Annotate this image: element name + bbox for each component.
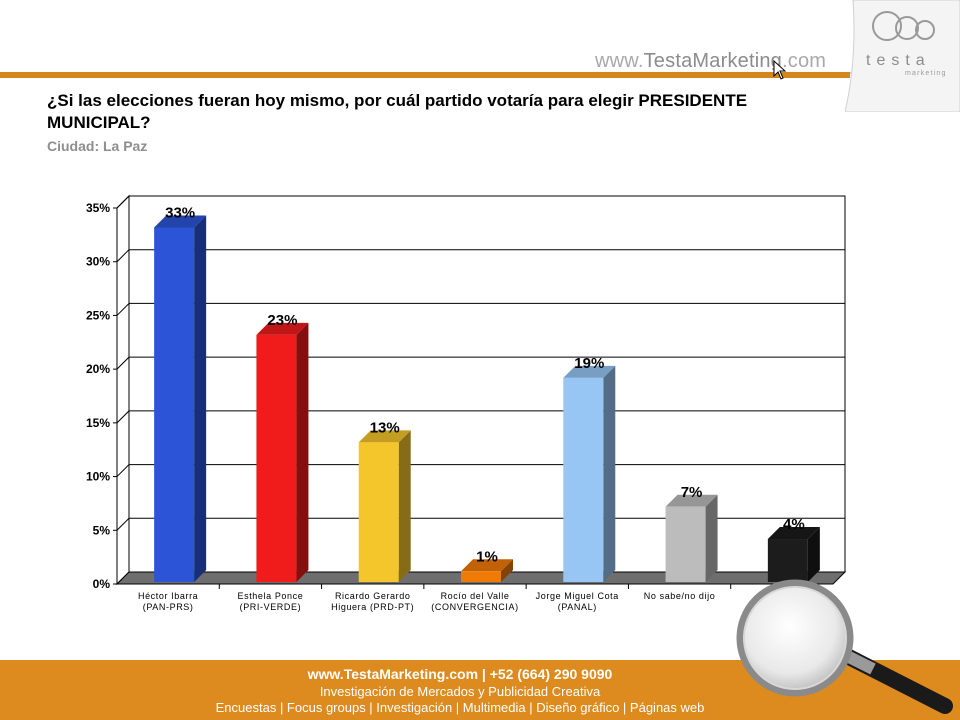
data-label: 7% [681, 484, 703, 501]
bar-side [194, 215, 207, 582]
header-bar [0, 72, 850, 78]
bar-top [256, 322, 309, 335]
site-url[interactable]: www.TestaMarketing.com [595, 50, 826, 73]
bar-side [398, 430, 411, 582]
bar [461, 571, 501, 582]
y-tick-label: 15% [86, 416, 110, 430]
gridline-side [116, 464, 130, 477]
survey-question: ¿Si las elecciones fueran hoy mismo, por… [47, 91, 748, 132]
bar-top [154, 215, 207, 228]
data-label: 19% [574, 355, 604, 372]
x-category-label: Jorge Miguel Cota [536, 591, 619, 601]
logo-subtext: marketing [905, 70, 947, 77]
gridline-side [116, 249, 130, 263]
footer-contact[interactable]: www.TestaMarketing.com | +52 (664) 290 9… [307, 666, 613, 682]
bar-top [461, 559, 513, 572]
y-tick-label: 30% [86, 255, 110, 269]
data-label: 23% [267, 312, 297, 329]
bar-side [705, 494, 718, 582]
data-label: 4% [783, 516, 805, 533]
logo-panel [845, 0, 960, 112]
data-label: 13% [370, 419, 400, 436]
y-tick-label: 0% [93, 577, 111, 591]
x-category-label: Rocío del Valle [441, 591, 510, 601]
bar-side [296, 322, 309, 582]
bar [665, 506, 706, 582]
x-category-label: (PRI-VERDE) [240, 602, 302, 612]
plot-back-wall [128, 195, 846, 573]
city-label: Ciudad: La Paz [47, 138, 148, 154]
data-label: 33% [165, 204, 195, 221]
bar [256, 334, 297, 582]
bar-top [665, 494, 718, 507]
x-category-label: (CONVERGENCIA) [431, 602, 518, 612]
gridline-side [116, 410, 130, 424]
x-category-label: Ricardo Gerardo [335, 591, 411, 601]
bar-top [563, 365, 616, 378]
bar-top [767, 527, 820, 540]
footer-services: Encuestas | Focus groups | Investigación… [215, 700, 705, 715]
y-tick-label: 25% [86, 308, 110, 322]
bar-side [501, 559, 513, 582]
data-label: 1% [476, 548, 498, 565]
site-prefix: www. [595, 50, 644, 72]
bar [767, 539, 808, 582]
gridline-side [116, 303, 130, 316]
x-category-label: (PANAL) [558, 602, 597, 612]
x-category-label: Esthela Ponce [238, 591, 304, 601]
y-tick-label: 10% [86, 470, 110, 484]
x-category-label: Higuera (PRD-PT) [331, 602, 414, 612]
bar-chart: 0%5%10%15%20%25%30%35% 33%Héctor Ibarra(P… [86, 194, 847, 612]
mouse-cursor-icon [773, 60, 787, 80]
bar [358, 442, 399, 582]
bar [154, 227, 195, 582]
y-tick-label: 20% [86, 362, 110, 376]
site-name: TestaMarketing [643, 50, 783, 72]
y-tick-label: 5% [93, 523, 111, 537]
bar [563, 377, 604, 582]
bar-side [807, 527, 820, 582]
logo-rings-icon [872, 11, 935, 41]
logo-text: testa [866, 52, 931, 69]
gridline-side [116, 356, 130, 370]
y-tick-label: 35% [86, 201, 110, 215]
site-suffix: .com [782, 50, 827, 72]
x-category-label: (PAN-PRS) [143, 602, 194, 612]
footer-tagline: Investigación de Mercados y Publicidad C… [319, 684, 601, 699]
magnifier-icon [736, 579, 953, 714]
gridline-side [116, 195, 130, 209]
x-category-label: Héctor Ibarra [138, 591, 198, 601]
x-category-label: No sabe/no dijo [644, 591, 716, 601]
gridline-side [116, 517, 130, 531]
plot-side-wall [116, 194, 130, 586]
bar-side [603, 365, 616, 582]
bar-top [358, 430, 411, 443]
